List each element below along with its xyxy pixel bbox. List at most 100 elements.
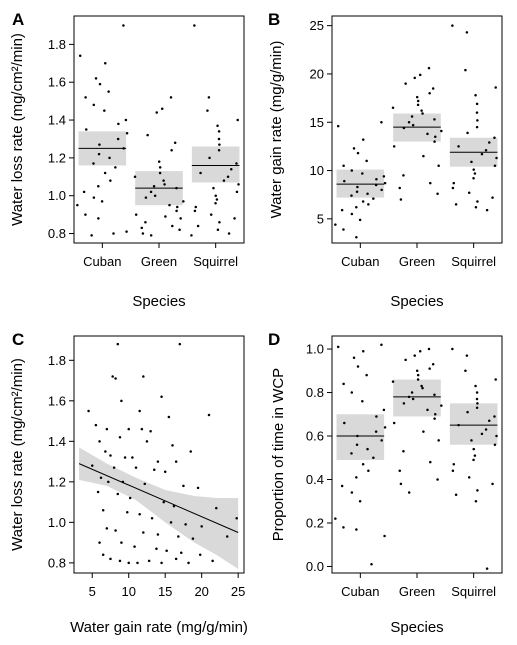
data-point: [162, 179, 165, 182]
data-point: [365, 373, 368, 377]
data-point: [452, 181, 456, 185]
data-point: [356, 151, 360, 155]
data-point: [494, 86, 497, 89]
data-point: [375, 177, 378, 181]
data-point: [107, 90, 110, 93]
data-point: [163, 183, 166, 186]
data-point: [98, 82, 102, 86]
data-point: [103, 171, 107, 175]
data-point: [485, 208, 489, 212]
data-point: [105, 427, 109, 431]
data-point: [107, 480, 110, 484]
x-tick-label: Squirrel: [193, 254, 238, 269]
y-tick-label: 5: [317, 211, 324, 226]
data-point: [117, 122, 120, 126]
x-tick-label: Squirrel: [451, 254, 496, 269]
data-point: [177, 535, 180, 538]
data-point: [472, 177, 475, 180]
data-point: [198, 553, 202, 557]
data-point: [124, 118, 128, 122]
data-point: [120, 541, 123, 544]
y-tick-label: 0.6: [306, 429, 324, 444]
data-point: [125, 230, 128, 233]
data-point: [212, 186, 215, 190]
data-point: [491, 482, 494, 486]
data-point: [495, 156, 498, 160]
data-point: [216, 228, 220, 232]
y-tick-label: 1.0: [48, 515, 66, 530]
data-point: [407, 395, 411, 399]
x-tick-label: Cuban: [83, 254, 121, 269]
data-point: [416, 373, 420, 377]
data-point: [416, 378, 420, 381]
data-point: [350, 169, 354, 172]
data-point: [355, 476, 358, 479]
data-point: [485, 567, 489, 570]
y-tick-label: 1.2: [48, 150, 66, 165]
x-axis-label: Water gain rate (mg/g/min): [70, 619, 248, 636]
data-point: [411, 397, 415, 401]
data-point: [427, 66, 431, 70]
data-point: [206, 109, 209, 112]
y-tick-label: 1.0: [48, 188, 66, 203]
y-tick-label: 0.2: [306, 515, 324, 530]
data-point: [114, 166, 117, 169]
data-point: [382, 175, 386, 178]
y-tick-label: 15: [310, 115, 324, 130]
data-point: [475, 125, 479, 129]
data-point: [233, 217, 236, 220]
data-point: [190, 234, 193, 237]
data-point: [235, 517, 238, 520]
data-point: [336, 124, 340, 128]
data-point: [466, 410, 469, 414]
panel-d: D 0.0 0.2 0.4 0.6 0.8 1.0 Cuban Green Squirrel Spe…: [268, 330, 503, 636]
data-point: [473, 454, 477, 457]
data-point: [361, 463, 365, 466]
data-point: [355, 190, 359, 194]
data-point: [118, 436, 122, 439]
x-tick-label: 10: [121, 584, 135, 599]
data-point: [429, 181, 432, 185]
data-point: [170, 149, 173, 152]
data-point: [230, 167, 233, 171]
data-point: [194, 205, 198, 209]
data-point: [434, 413, 437, 416]
x-tick-label: 20: [194, 584, 208, 599]
data-point: [94, 423, 98, 427]
data-point: [340, 484, 344, 488]
data-point: [99, 476, 103, 480]
data-point: [334, 223, 337, 226]
data-point: [94, 77, 98, 80]
data-point: [415, 95, 419, 99]
data-point: [217, 130, 221, 133]
x-tick-label: 5: [89, 584, 96, 599]
data-point: [120, 399, 123, 403]
panel-letter: B: [268, 10, 280, 29]
data-point: [140, 226, 143, 230]
data-point: [200, 525, 203, 528]
data-point: [175, 209, 178, 213]
data-point: [109, 454, 112, 457]
data-point: [375, 415, 378, 418]
confidence-band: [79, 447, 239, 569]
data-point: [174, 460, 178, 463]
data-point: [172, 504, 176, 508]
data-point: [92, 162, 95, 165]
data-point: [392, 145, 396, 148]
data-point: [343, 179, 346, 183]
data-point: [149, 429, 152, 433]
data-point: [429, 460, 432, 464]
data-point: [156, 460, 160, 463]
x-axis-label: Species: [132, 293, 185, 310]
y-tick-label: 1.6: [48, 393, 66, 408]
data-point: [380, 343, 383, 346]
data-point: [114, 529, 117, 532]
data-point: [141, 232, 145, 235]
data-point: [209, 213, 213, 216]
data-point: [367, 469, 370, 473]
data-point: [97, 217, 100, 220]
data-point: [226, 175, 230, 179]
data-point: [411, 123, 415, 127]
data-point: [410, 391, 414, 394]
data-point: [123, 456, 127, 459]
